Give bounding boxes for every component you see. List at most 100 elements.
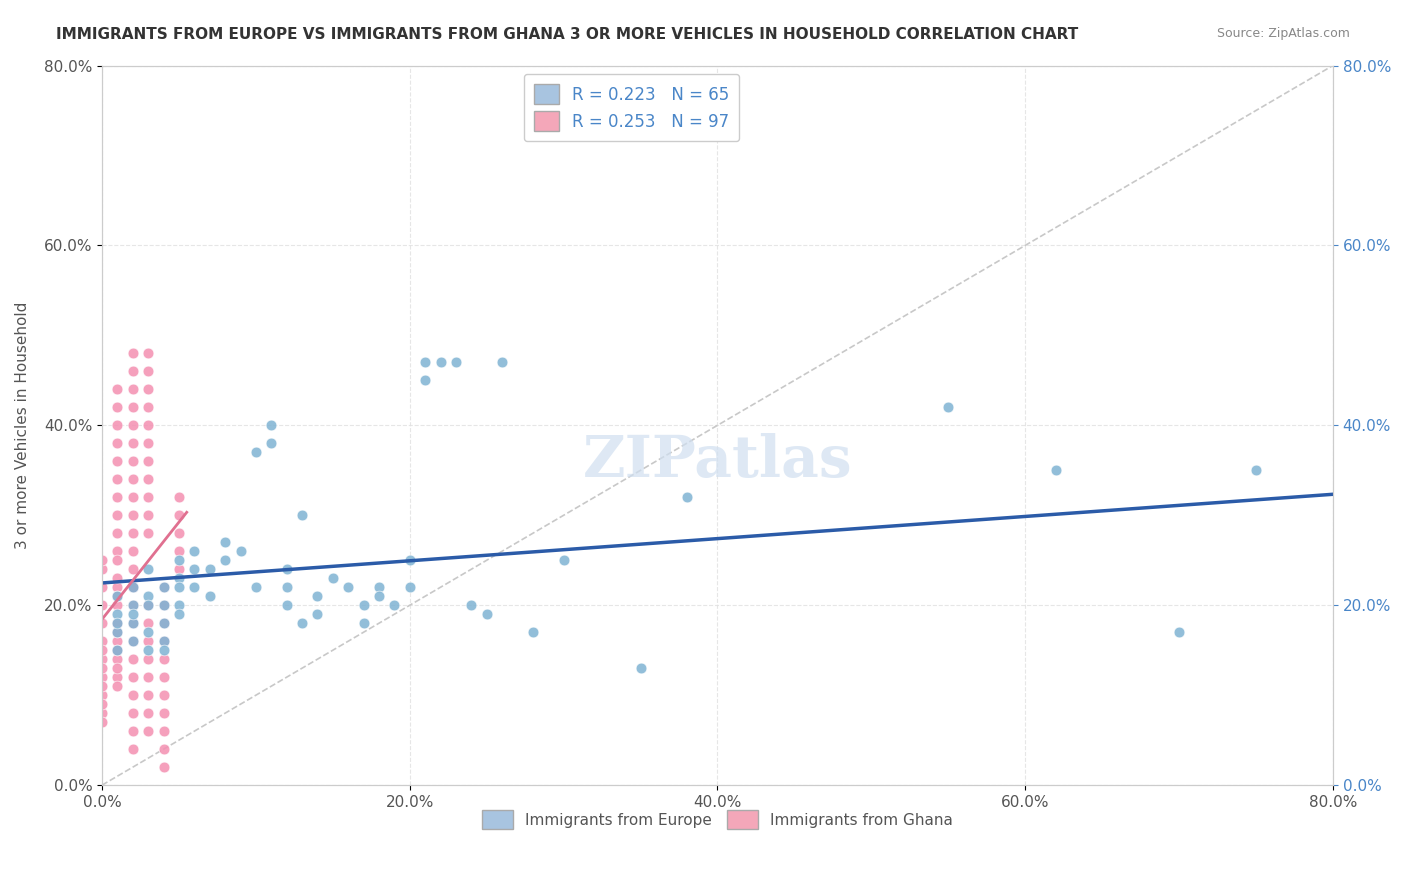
- Immigrants from Europe: [413, 355, 436, 369]
- Immigrants from Ghana: [91, 643, 114, 657]
- Immigrants from Europe: [198, 589, 221, 603]
- Immigrants from Europe: [368, 580, 391, 594]
- Immigrants from Ghana: [136, 670, 159, 684]
- Immigrants from Europe: [429, 355, 451, 369]
- Immigrants from Ghana: [107, 598, 129, 612]
- Immigrants from Ghana: [122, 508, 145, 523]
- Immigrants from Europe: [167, 580, 190, 594]
- Immigrants from Ghana: [152, 688, 174, 702]
- Immigrants from Europe: [460, 598, 482, 612]
- Immigrants from Ghana: [152, 760, 174, 774]
- Immigrants from Ghana: [136, 616, 159, 631]
- Immigrants from Ghana: [107, 571, 129, 585]
- Immigrants from Europe: [276, 598, 298, 612]
- Immigrants from Ghana: [122, 436, 145, 450]
- Immigrants from Ghana: [91, 553, 114, 567]
- Immigrants from Ghana: [136, 526, 159, 541]
- Immigrants from Ghana: [122, 364, 145, 378]
- Immigrants from Ghana: [152, 670, 174, 684]
- Immigrants from Ghana: [107, 472, 129, 486]
- Immigrants from Ghana: [122, 652, 145, 666]
- Immigrants from Ghana: [122, 724, 145, 739]
- Immigrants from Europe: [491, 355, 513, 369]
- Immigrants from Europe: [214, 535, 236, 549]
- Immigrants from Ghana: [152, 706, 174, 720]
- Immigrants from Ghana: [91, 679, 114, 693]
- Immigrants from Ghana: [152, 580, 174, 594]
- Immigrants from Ghana: [107, 634, 129, 648]
- Immigrants from Europe: [152, 598, 174, 612]
- Immigrants from Ghana: [107, 383, 129, 397]
- Immigrants from Ghana: [107, 670, 129, 684]
- Text: ZIPatlas: ZIPatlas: [582, 434, 852, 490]
- Immigrants from Ghana: [91, 661, 114, 675]
- Immigrants from Ghana: [107, 580, 129, 594]
- Immigrants from Ghana: [136, 346, 159, 360]
- Immigrants from Ghana: [122, 544, 145, 558]
- Immigrants from Ghana: [107, 436, 129, 450]
- Immigrants from Ghana: [122, 562, 145, 576]
- Immigrants from Europe: [553, 553, 575, 567]
- Immigrants from Europe: [136, 562, 159, 576]
- Immigrants from Europe: [122, 634, 145, 648]
- Immigrants from Ghana: [152, 616, 174, 631]
- Immigrants from Ghana: [122, 491, 145, 505]
- Immigrants from Europe: [136, 625, 159, 640]
- Immigrants from Ghana: [122, 401, 145, 415]
- Immigrants from Ghana: [122, 616, 145, 631]
- Immigrants from Ghana: [136, 383, 159, 397]
- Immigrants from Europe: [183, 580, 205, 594]
- Immigrants from Ghana: [107, 454, 129, 468]
- Immigrants from Europe: [122, 598, 145, 612]
- Immigrants from Ghana: [107, 544, 129, 558]
- Immigrants from Europe: [276, 562, 298, 576]
- Immigrants from Ghana: [122, 634, 145, 648]
- Immigrants from Ghana: [107, 679, 129, 693]
- Immigrants from Ghana: [91, 697, 114, 711]
- Immigrants from Ghana: [91, 598, 114, 612]
- Immigrants from Ghana: [107, 661, 129, 675]
- Immigrants from Europe: [291, 508, 314, 523]
- Immigrants from Europe: [444, 355, 467, 369]
- Immigrants from Ghana: [122, 670, 145, 684]
- Immigrants from Ghana: [122, 742, 145, 756]
- Immigrants from Europe: [245, 445, 267, 459]
- Immigrants from Europe: [245, 580, 267, 594]
- Immigrants from Ghana: [136, 652, 159, 666]
- Immigrants from Ghana: [136, 706, 159, 720]
- Immigrants from Europe: [260, 436, 283, 450]
- Immigrants from Europe: [107, 589, 129, 603]
- Immigrants from Ghana: [107, 616, 129, 631]
- Immigrants from Europe: [260, 418, 283, 433]
- Immigrants from Ghana: [122, 472, 145, 486]
- Immigrants from Europe: [122, 580, 145, 594]
- Immigrants from Europe: [353, 616, 375, 631]
- Immigrants from Ghana: [152, 652, 174, 666]
- Immigrants from Europe: [122, 607, 145, 622]
- Immigrants from Europe: [107, 625, 129, 640]
- Immigrants from Ghana: [107, 491, 129, 505]
- Immigrants from Ghana: [136, 508, 159, 523]
- Immigrants from Ghana: [122, 688, 145, 702]
- Immigrants from Ghana: [122, 706, 145, 720]
- Immigrants from Ghana: [136, 724, 159, 739]
- Immigrants from Ghana: [107, 589, 129, 603]
- Immigrants from Ghana: [91, 616, 114, 631]
- Immigrants from Europe: [167, 571, 190, 585]
- Immigrants from Europe: [122, 616, 145, 631]
- Immigrants from Europe: [398, 553, 420, 567]
- Immigrants from Ghana: [122, 580, 145, 594]
- Immigrants from Europe: [398, 580, 420, 594]
- Immigrants from Europe: [152, 634, 174, 648]
- Immigrants from Europe: [152, 643, 174, 657]
- Immigrants from Ghana: [91, 715, 114, 730]
- Immigrants from Europe: [291, 616, 314, 631]
- Immigrants from Ghana: [122, 454, 145, 468]
- Legend: Immigrants from Europe, Immigrants from Ghana: Immigrants from Europe, Immigrants from …: [477, 805, 959, 835]
- Immigrants from Europe: [675, 491, 697, 505]
- Immigrants from Ghana: [136, 418, 159, 433]
- Immigrants from Ghana: [107, 401, 129, 415]
- Immigrants from Ghana: [136, 401, 159, 415]
- Immigrants from Europe: [136, 589, 159, 603]
- Immigrants from Ghana: [136, 688, 159, 702]
